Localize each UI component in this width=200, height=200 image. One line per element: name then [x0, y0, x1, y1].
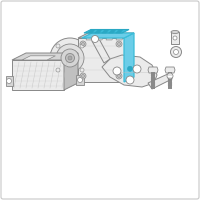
Polygon shape [165, 67, 175, 73]
Circle shape [173, 36, 177, 40]
Circle shape [78, 77, 83, 82]
Polygon shape [109, 29, 116, 33]
Circle shape [113, 67, 121, 75]
Circle shape [80, 41, 86, 47]
Circle shape [6, 78, 12, 84]
Polygon shape [12, 53, 78, 60]
Circle shape [68, 56, 72, 60]
Polygon shape [82, 33, 134, 38]
Circle shape [82, 74, 84, 77]
Polygon shape [95, 29, 102, 33]
Polygon shape [92, 37, 110, 63]
Polygon shape [86, 37, 93, 40]
Circle shape [56, 44, 60, 48]
Polygon shape [116, 37, 123, 40]
Polygon shape [88, 29, 95, 33]
Polygon shape [148, 73, 172, 89]
Polygon shape [12, 60, 64, 90]
Polygon shape [6, 76, 13, 86]
Circle shape [92, 36, 98, 43]
Circle shape [174, 49, 179, 54]
Polygon shape [124, 33, 134, 82]
Circle shape [82, 43, 84, 46]
Circle shape [126, 76, 134, 84]
Polygon shape [96, 37, 103, 40]
Circle shape [133, 65, 141, 73]
Circle shape [170, 46, 182, 58]
Circle shape [116, 41, 122, 47]
Polygon shape [64, 53, 78, 90]
Circle shape [167, 73, 173, 79]
Ellipse shape [171, 30, 179, 33]
Circle shape [56, 44, 84, 72]
Polygon shape [76, 75, 84, 85]
Polygon shape [22, 56, 55, 60]
Circle shape [80, 44, 84, 48]
Polygon shape [84, 29, 129, 33]
Polygon shape [171, 32, 179, 44]
Polygon shape [106, 37, 113, 40]
Circle shape [61, 49, 79, 67]
Polygon shape [78, 33, 134, 38]
Circle shape [128, 66, 132, 71]
Circle shape [116, 73, 122, 79]
Polygon shape [102, 55, 157, 87]
Circle shape [50, 38, 90, 78]
Circle shape [80, 68, 84, 72]
Circle shape [118, 43, 120, 46]
Polygon shape [148, 67, 158, 73]
Circle shape [66, 53, 74, 62]
Circle shape [80, 73, 86, 79]
Polygon shape [116, 29, 123, 33]
Circle shape [118, 74, 120, 77]
Circle shape [56, 68, 60, 72]
Polygon shape [102, 29, 109, 33]
Polygon shape [78, 38, 124, 82]
